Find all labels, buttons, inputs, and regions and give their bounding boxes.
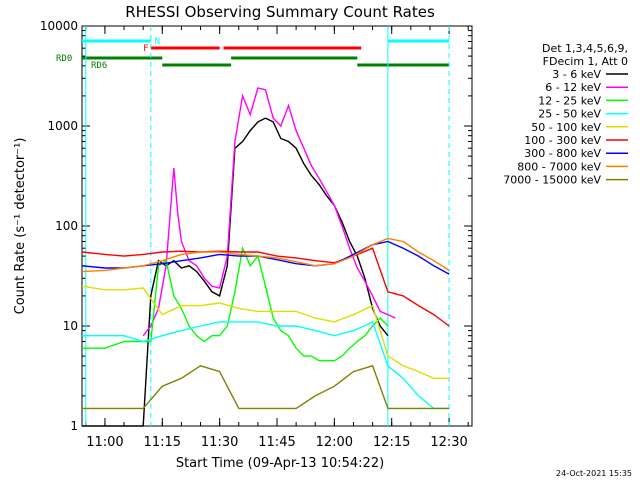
legend-label: 12 - 25 keV: [538, 94, 601, 107]
series-lines: [81, 87, 450, 427]
legend-label: 300 - 800 keV: [524, 147, 601, 160]
flag-rd0-label: RD0: [56, 54, 72, 64]
y-tick-label: 1: [70, 419, 78, 433]
series-line-4: [81, 285, 450, 379]
legend-label: 7000 - 15000 keV: [503, 174, 601, 187]
x-tick-label: 11:45: [258, 435, 295, 450]
y-tick-label: 10: [63, 319, 78, 333]
legend-label: 50 - 100 keV: [531, 121, 601, 134]
legend-label: 6 - 12 keV: [545, 81, 601, 94]
series-line-7: [81, 237, 450, 273]
x-tick-label: 12:00: [316, 435, 353, 450]
series-line-6: [81, 240, 450, 275]
legend-label: 3 - 6 keV: [552, 68, 601, 81]
x-tick-label: 11:00: [86, 435, 123, 450]
legend-label: 25 - 50 keV: [538, 108, 601, 121]
legend-label: 100 - 300 keV: [524, 134, 601, 147]
series-line-8: [82, 364, 450, 410]
y-tick-label: 10000: [40, 19, 78, 33]
y-axis-label: Count Rate (s⁻¹ detector⁻¹): [13, 138, 28, 315]
legend-header: Det 1,3,4,5,6,9,: [542, 42, 628, 55]
legend-header: FDecim 1, Att 0: [543, 55, 628, 68]
x-tick-label: 11:15: [144, 435, 181, 450]
flag-n-label: N: [155, 37, 160, 47]
footer-date: 24-Oct-2021 15:35: [556, 469, 632, 478]
series-line-2: [82, 245, 389, 362]
x-tick-label: 11:30: [201, 435, 238, 450]
x-tick-label: 12:30: [430, 435, 467, 450]
flag-f-label: F: [143, 44, 148, 54]
plot-area: [81, 25, 473, 427]
flag-rd6-label: RD6: [91, 61, 107, 71]
y-tick-label: 100: [55, 219, 78, 233]
flag-bars: NF RD0 RD6: [56, 26, 450, 426]
legend: Det 1,3,4,5,6,9,FDecim 1, Att 03 - 6 keV…: [503, 42, 628, 187]
legend-label: 800 - 7000 keV: [517, 160, 601, 173]
y-axis-ticks: 1 10 100 1000 10000: [40, 19, 472, 433]
series-line-1: [142, 87, 396, 337]
series-line-0: [82, 117, 389, 427]
x-axis-label: Start Time (09-Apr-13 10:54:22): [176, 456, 384, 471]
x-tick-label: 12:15: [373, 435, 410, 450]
y-tick-label: 1000: [47, 119, 78, 133]
chart-title: RHESSI Observing Summary Count Rates: [125, 3, 435, 21]
series-line-3: [82, 320, 450, 410]
series-line-5: [81, 247, 450, 327]
